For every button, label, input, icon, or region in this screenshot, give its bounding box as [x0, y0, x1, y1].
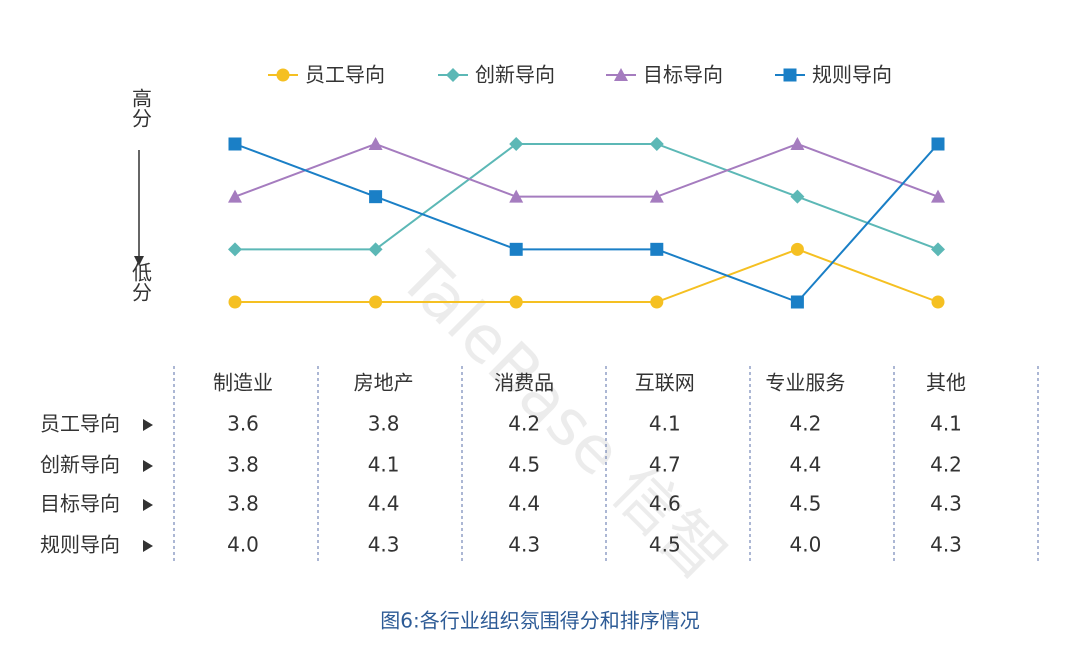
cell: 4.5: [508, 453, 540, 477]
row-label: 规则导向: [40, 533, 120, 557]
point: [790, 137, 805, 150]
point: [228, 242, 242, 257]
cell: 4.2: [789, 412, 821, 436]
legend-marker: [614, 68, 628, 81]
legend-label: 规则导向: [812, 63, 892, 87]
cell: 4.4: [368, 492, 400, 516]
column-header: 制造业: [213, 371, 273, 395]
column-header: 互联网: [635, 371, 695, 395]
cell: 4.2: [508, 412, 540, 436]
legend-marker: [783, 68, 797, 82]
point: [650, 242, 664, 256]
cell: 4.7: [649, 453, 681, 477]
cell: 4.0: [789, 533, 821, 557]
cell: 3.8: [227, 453, 259, 477]
cell: 4.4: [508, 492, 540, 516]
row-arrow: [143, 540, 153, 552]
point: [931, 189, 945, 203]
line: [234, 142, 939, 198]
point: [509, 137, 524, 151]
point: [790, 295, 804, 309]
cell: 4.2: [930, 453, 962, 477]
legend-label: 创新导向: [475, 63, 555, 87]
cell: 4.5: [789, 492, 821, 516]
row-label: 目标导向: [40, 492, 120, 516]
cell: 4.6: [649, 492, 681, 516]
cell: 3.8: [227, 492, 259, 516]
y-top-label: 高分: [129, 88, 153, 128]
y-bottom-label: 低分: [129, 262, 153, 302]
cell: 4.1: [649, 412, 681, 436]
point: [509, 295, 523, 309]
row-arrow: [143, 419, 153, 431]
cell: 4.4: [789, 453, 821, 477]
line: [235, 143, 939, 251]
cell: 4.3: [368, 533, 400, 557]
cell: 4.3: [930, 492, 962, 516]
point: [369, 295, 383, 309]
cell: 4.3: [930, 533, 962, 557]
row-label: 创新导向: [40, 453, 120, 477]
point: [931, 295, 945, 309]
point: [228, 137, 242, 151]
row-label: 员工导向: [40, 412, 120, 436]
column-header: 其他: [926, 371, 966, 395]
point: [790, 242, 804, 256]
line: [234, 143, 939, 304]
legend-marker: [446, 68, 460, 82]
cell: 4.3: [508, 533, 540, 557]
cell: 3.8: [368, 412, 400, 436]
point: [509, 242, 523, 256]
point: [368, 242, 383, 257]
column-header: 房地产: [354, 371, 414, 395]
cell: 4.1: [368, 453, 400, 477]
point: [649, 189, 664, 203]
cell: 3.6: [227, 412, 259, 436]
line: [235, 248, 939, 303]
legend-marker: [276, 68, 290, 82]
caption: 图6:各行业组织氛围得分和排序情况: [380, 609, 699, 633]
point: [228, 295, 242, 309]
row-arrow: [143, 499, 153, 511]
legend-label: 目标导向: [643, 63, 723, 87]
point: [650, 295, 664, 309]
point: [931, 242, 945, 257]
point: [509, 189, 524, 203]
row-arrow: [143, 460, 153, 472]
legend-label: 员工导向: [305, 63, 385, 87]
watermark: TaleBase 信智: [384, 239, 740, 595]
column-header: 专业服务: [765, 371, 845, 395]
point: [368, 137, 383, 150]
point: [931, 137, 945, 151]
point: [228, 189, 242, 203]
cell: 4.1: [930, 412, 962, 436]
cell: 4.5: [649, 533, 681, 557]
cell: 4.0: [227, 533, 259, 557]
arrow-head: [134, 256, 144, 266]
column-header: 消费品: [494, 371, 554, 395]
point: [790, 189, 805, 204]
point: [369, 190, 383, 204]
point: [649, 137, 664, 151]
